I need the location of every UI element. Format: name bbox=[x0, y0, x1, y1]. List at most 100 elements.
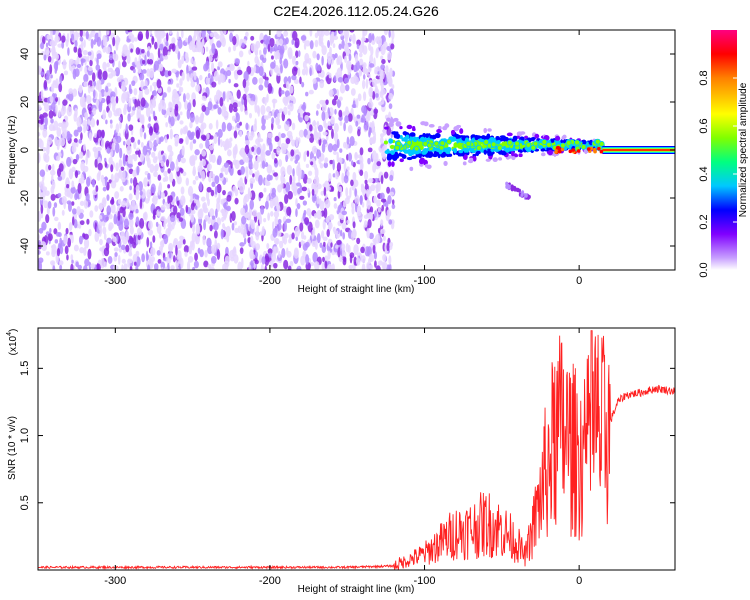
spectrogram-noise-cell bbox=[157, 174, 162, 181]
spectrogram-noise-cell bbox=[158, 232, 163, 239]
spectrogram-noise-cell bbox=[298, 129, 305, 138]
spectrogram-noise-cell bbox=[341, 172, 345, 184]
spectrogram-noise-cell bbox=[361, 38, 365, 50]
spectrogram-noise-cell bbox=[351, 206, 355, 215]
spectrogram-noise-cell bbox=[355, 120, 359, 127]
spectrogram-noise-cell bbox=[353, 179, 359, 188]
snr-multiplier-close: ) bbox=[8, 329, 19, 332]
spectrogram-signal-cell bbox=[386, 117, 391, 122]
spectrogram-noise-cell bbox=[243, 71, 249, 82]
spectrogram-noise-cell bbox=[316, 53, 320, 61]
spectrogram-noise-cell bbox=[382, 128, 387, 136]
spectrogram-noise-cell bbox=[55, 96, 59, 102]
spectrogram-noise-cell bbox=[380, 133, 384, 138]
spectrogram-signal-cell bbox=[443, 160, 448, 166]
spectrogram-noise-cell bbox=[223, 260, 230, 268]
spectrogram-noise-cell bbox=[40, 212, 44, 219]
spectrogram-noise-cell bbox=[106, 205, 112, 216]
spectrogram-noise-cell bbox=[290, 157, 294, 162]
spectrogram-noise-cell bbox=[368, 130, 371, 138]
spectrogram-noise-cell bbox=[136, 110, 140, 120]
spectrogram-signal-cell bbox=[495, 136, 500, 141]
spectrogram-noise-cell bbox=[367, 219, 372, 229]
spectrogram-noise-cell bbox=[211, 81, 217, 88]
spectrogram-hot-cell bbox=[593, 149, 597, 154]
spectrogram-noise-cell bbox=[256, 147, 261, 155]
spectrogram-noise-cell bbox=[40, 71, 44, 76]
spectrogram-noise-cell bbox=[242, 150, 246, 158]
spectrogram-noise-cell bbox=[261, 150, 266, 160]
spectrogram-noise-cell bbox=[132, 68, 136, 74]
spectrogram-noise-cell bbox=[317, 72, 322, 77]
spectrogram-noise-cell bbox=[159, 240, 165, 248]
spectrogram-noise-cell bbox=[43, 79, 48, 90]
spectrogram-noise-cell bbox=[132, 169, 138, 178]
spectrogram-noise-cell bbox=[295, 198, 298, 207]
spectrogram-noise-cell bbox=[336, 98, 341, 109]
spectrogram-noise-cell bbox=[333, 75, 337, 82]
spectrogram-noise-cell bbox=[154, 41, 158, 50]
spectrogram-noise-cell bbox=[325, 216, 330, 223]
spectrogram-noise-cell bbox=[192, 98, 196, 108]
spectrogram-noise-cell bbox=[186, 64, 189, 76]
spectrogram-peak-cell bbox=[525, 142, 532, 148]
spectrogram-noise-cell bbox=[239, 149, 243, 157]
spectrogram-noise-cell bbox=[90, 38, 94, 49]
spectrogram-noise-cell bbox=[384, 201, 389, 208]
spectrogram-noise-cell bbox=[256, 224, 259, 233]
spectrogram-noise-cell bbox=[217, 128, 223, 138]
spectrogram-signal-cell bbox=[524, 135, 529, 139]
spectrogram-noise-cell bbox=[380, 219, 384, 227]
spectrogram-noise-cell bbox=[192, 139, 197, 144]
spectrogram-noise-cell bbox=[161, 108, 167, 116]
spectrogram-noise-cell bbox=[326, 51, 333, 61]
spectrogram-noise-cell bbox=[211, 255, 217, 264]
spectrogram-noise-cell bbox=[97, 69, 103, 80]
spectrogram-signal-cell bbox=[389, 144, 395, 149]
spectrogram-signal-cell bbox=[534, 133, 540, 139]
spectrogram-signal-cell bbox=[540, 152, 546, 157]
spectrogram-noise-cell bbox=[206, 163, 212, 171]
spectrogram-noise-cell bbox=[366, 262, 370, 270]
spectrogram-noise-cell bbox=[348, 264, 353, 270]
spectrogram-noise-cell bbox=[280, 182, 284, 190]
spectrogram-noise-cell bbox=[214, 185, 218, 195]
spectrogram-noise-cell bbox=[200, 116, 204, 124]
spectrogram-signal-cell bbox=[467, 159, 474, 164]
spectrogram-noise-cell bbox=[49, 64, 53, 75]
spectrogram-signal-cell bbox=[518, 153, 523, 158]
spectrogram-noise-cell bbox=[113, 247, 119, 252]
spectrogram-noise-cell bbox=[90, 118, 96, 128]
spectrogram-noise-cell bbox=[187, 255, 194, 263]
spectrogram-signal-cell bbox=[422, 147, 429, 154]
spectrogram-noise-cell bbox=[368, 232, 374, 240]
spectrogram-noise-cell bbox=[137, 139, 141, 145]
spectrogram-noise-cell bbox=[145, 30, 150, 40]
spectrogram-noise-cell bbox=[125, 244, 130, 253]
spectrogram-noise-cell bbox=[333, 203, 338, 209]
spectrogram-noise-cell bbox=[388, 219, 393, 225]
spectrogram-noise-cell bbox=[167, 70, 172, 77]
spectrogram-noise-cell bbox=[68, 58, 75, 65]
spectrogram-noise-cell bbox=[217, 91, 223, 97]
spectrogram-noise-cell bbox=[338, 96, 343, 101]
spectrogram-noise-cell bbox=[240, 207, 246, 216]
spectrogram-noise-cell bbox=[163, 170, 168, 177]
spectrogram-noise-cell bbox=[158, 63, 164, 72]
spectrogram-noise-cell bbox=[277, 124, 282, 130]
spectrogram-noise-cell bbox=[330, 242, 333, 248]
spectrogram-noise-cell bbox=[135, 150, 140, 155]
spectrogram-noise-cell bbox=[274, 157, 278, 164]
spectrogram-noise-cell bbox=[350, 179, 354, 187]
spectrogram-noise-cell bbox=[151, 151, 156, 158]
spectrogram-noise-cell bbox=[295, 149, 299, 154]
spectrogram-noise-cell bbox=[297, 50, 301, 57]
spectrogram-noise-cell bbox=[250, 43, 256, 52]
spectrogram-noise-cell bbox=[328, 221, 333, 230]
spectrogram-noise-cell bbox=[69, 234, 73, 240]
spectrogram-signal-cell bbox=[444, 123, 450, 128]
spectrogram-noise-cell bbox=[146, 189, 152, 199]
spectrogram-noise-cell bbox=[67, 201, 72, 212]
spectrogram-noise-cell bbox=[289, 85, 294, 94]
spectrogram-noise-cell bbox=[46, 70, 51, 79]
